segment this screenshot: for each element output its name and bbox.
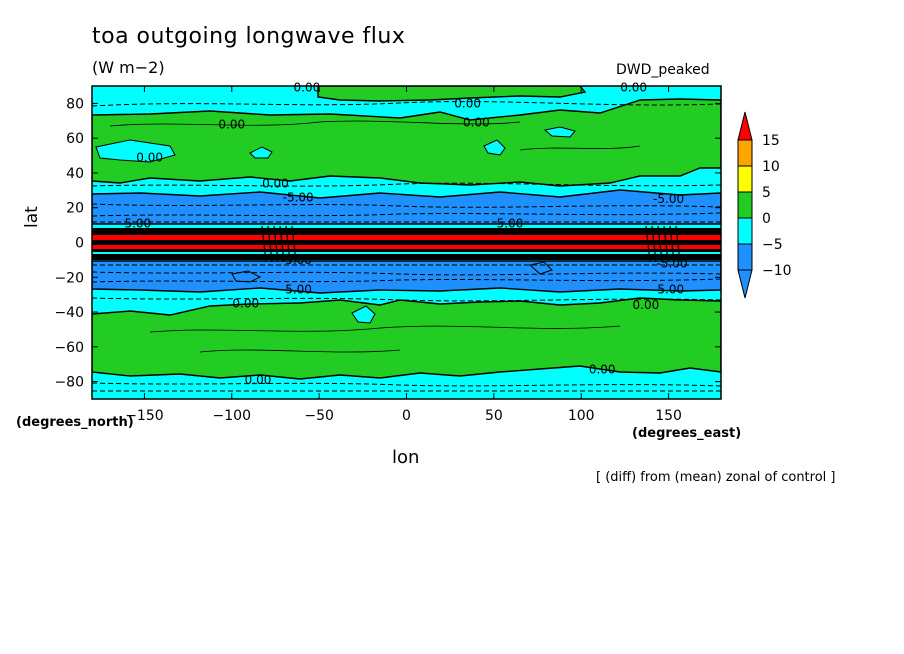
colorbar-box (737, 165, 753, 193)
solid-contours (109, 120, 641, 353)
y-tick-label: −80 (54, 375, 84, 391)
axis-tick-labels: −150 −100 −50 0 50 100 150 −80 −60 −40 −20 0 20 40 60 8… (54, 96, 681, 424)
hole-north-2 (249, 146, 273, 159)
band-north-midlat-positive (92, 98, 721, 187)
x-tick-label: −50 (304, 408, 334, 424)
colorbar-box (737, 139, 753, 167)
contour-label: 0.00 (136, 150, 163, 164)
colorbar-box (737, 217, 753, 245)
colorbar-arrow-low (737, 269, 753, 299)
colorbar-label: 10 (762, 159, 780, 175)
stripe-equator-red-1 (92, 235, 721, 240)
colorbar-label: 0 (762, 211, 771, 227)
contour-clusters (261, 225, 681, 263)
dashed-contours (92, 101, 721, 392)
contour-label: 0.00 (620, 81, 647, 95)
y-tick-label: 20 (66, 201, 84, 217)
hole-north-3 (483, 139, 506, 156)
x-tick-label: 50 (485, 408, 503, 424)
contour-bands (92, 86, 721, 399)
contour-label: -5.00 (492, 216, 523, 230)
chart-note: [ (diff) from (mean) zonal of control ] (596, 470, 836, 485)
stripe-equator-cyan (92, 252, 721, 254)
x-tick-label: 100 (568, 408, 595, 424)
colorbar-box (737, 243, 753, 271)
x-axis-units: (degrees_east) (632, 426, 742, 441)
band-equator-black (92, 228, 721, 260)
band-south-negative (92, 260, 721, 294)
stripe-equator-red-2 (92, 245, 721, 249)
x-tick-label: −100 (213, 408, 251, 424)
contour-label: 0.00 (633, 298, 660, 312)
contour-label: -5.00 (283, 190, 314, 204)
y-tick-label: 0 (75, 236, 84, 252)
y-tick-label: 40 (66, 166, 84, 182)
contour-labels: 0.000.000.000.00 0.000.000.00-5.00-5.00 -5… (120, 81, 687, 387)
band-north-pole-positive (317, 86, 587, 102)
contour-label: -5.00 (120, 216, 151, 230)
y-tick-label: 60 (66, 131, 84, 147)
colorbar-arrow-high (737, 111, 753, 141)
contour-label: 0.00 (463, 116, 490, 130)
hole-south-1 (351, 305, 376, 324)
hole-north-1 (95, 139, 176, 163)
contour-label: 0.00 (294, 81, 321, 95)
patch-blue-1 (231, 270, 262, 283)
band-north-negative (92, 189, 721, 225)
contour-label: -5.00 (657, 256, 688, 270)
colorbar-label: 15 (762, 133, 780, 149)
y-axis-label: lat (22, 206, 42, 228)
axis-ticks (92, 86, 721, 399)
x-tick-label: −150 (125, 408, 163, 424)
contour-label: 0.00 (245, 373, 272, 387)
colorbar: −10 −5 0 5 10 15 (737, 111, 792, 299)
y-tick-label: −60 (54, 340, 84, 356)
x-tick-label: 0 (402, 408, 411, 424)
y-axis-units: (degrees_north) (16, 415, 134, 430)
x-tick-label: 150 (655, 408, 682, 424)
contour-label: -5.00 (281, 253, 312, 267)
colorbar-label: −10 (762, 263, 792, 279)
contour-label: -5.00 (653, 192, 684, 206)
band-south-midlat-positive (92, 297, 721, 380)
hole-north-4 (543, 126, 576, 138)
contour-label: 0.00 (454, 96, 481, 110)
contour-label: -5.00 (653, 282, 684, 296)
x-axis-label: lon (392, 447, 420, 468)
contour-label: -5.00 (281, 282, 312, 296)
contour-label: 0.00 (262, 176, 289, 190)
y-tick-label: −40 (54, 305, 84, 321)
chart-units: (W m−2) (92, 58, 165, 77)
colorbar-box (737, 191, 753, 219)
contour-label: 0.00 (589, 362, 616, 376)
contour-label: 0.00 (232, 296, 259, 310)
chart-title: toa outgoing longwave flux (92, 24, 406, 49)
contour-label: 0.00 (218, 117, 245, 131)
y-tick-label: 80 (66, 96, 84, 112)
colorbar-label: 5 (762, 185, 771, 201)
colorbar-label: −5 (762, 237, 783, 253)
dataset-label: DWD_peaked (616, 62, 710, 78)
y-tick-label: −20 (54, 270, 84, 286)
